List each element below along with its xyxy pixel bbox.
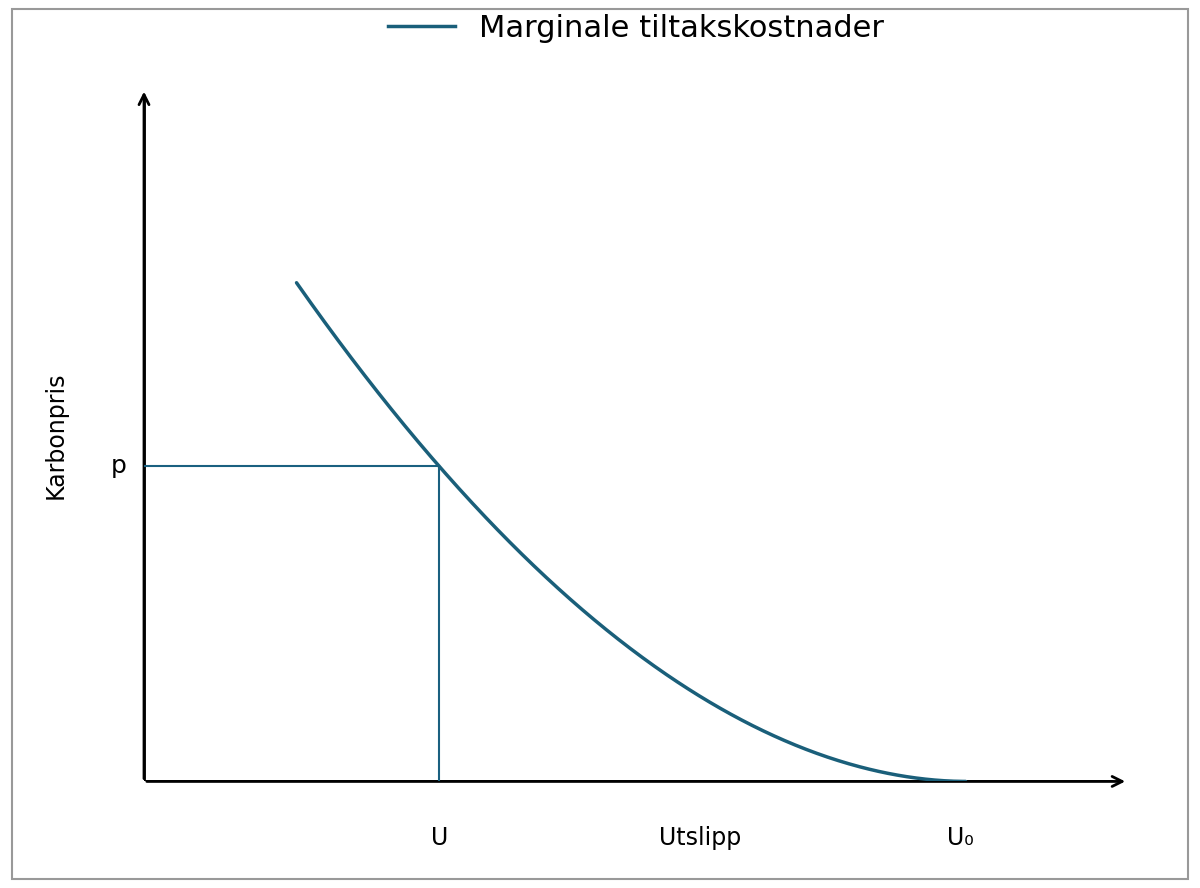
Text: U₀: U₀: [947, 827, 974, 851]
Text: p: p: [110, 455, 126, 479]
Legend: Marginale tiltakskostnader: Marginale tiltakskostnader: [388, 14, 884, 43]
Text: U: U: [431, 827, 448, 851]
Text: Utslipp: Utslipp: [659, 827, 742, 851]
Text: Karbonpris: Karbonpris: [43, 371, 67, 499]
